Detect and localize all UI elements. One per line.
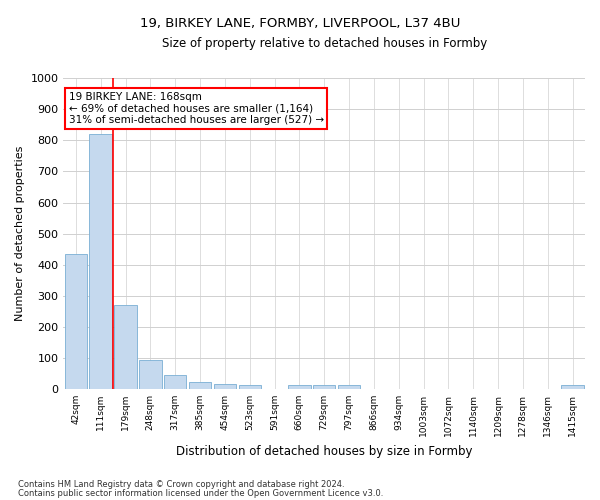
- Bar: [288, 386, 311, 389]
- Text: 19 BIRKEY LANE: 168sqm
← 69% of detached houses are smaller (1,164)
31% of semi-: 19 BIRKEY LANE: 168sqm ← 69% of detached…: [68, 92, 324, 126]
- Bar: [164, 374, 187, 389]
- X-axis label: Distribution of detached houses by size in Formby: Distribution of detached houses by size …: [176, 444, 472, 458]
- Bar: [562, 386, 584, 389]
- Y-axis label: Number of detached properties: Number of detached properties: [15, 146, 25, 322]
- Title: Size of property relative to detached houses in Formby: Size of property relative to detached ho…: [161, 38, 487, 51]
- Bar: [313, 386, 335, 389]
- Text: Contains HM Land Registry data © Crown copyright and database right 2024.: Contains HM Land Registry data © Crown c…: [18, 480, 344, 489]
- Bar: [115, 305, 137, 389]
- Bar: [189, 382, 211, 389]
- Bar: [65, 254, 87, 389]
- Bar: [89, 134, 112, 389]
- Text: 19, BIRKEY LANE, FORMBY, LIVERPOOL, L37 4BU: 19, BIRKEY LANE, FORMBY, LIVERPOOL, L37 …: [140, 18, 460, 30]
- Text: Contains public sector information licensed under the Open Government Licence v3: Contains public sector information licen…: [18, 488, 383, 498]
- Bar: [338, 386, 360, 389]
- Bar: [214, 384, 236, 389]
- Bar: [239, 386, 261, 389]
- Bar: [139, 360, 161, 389]
